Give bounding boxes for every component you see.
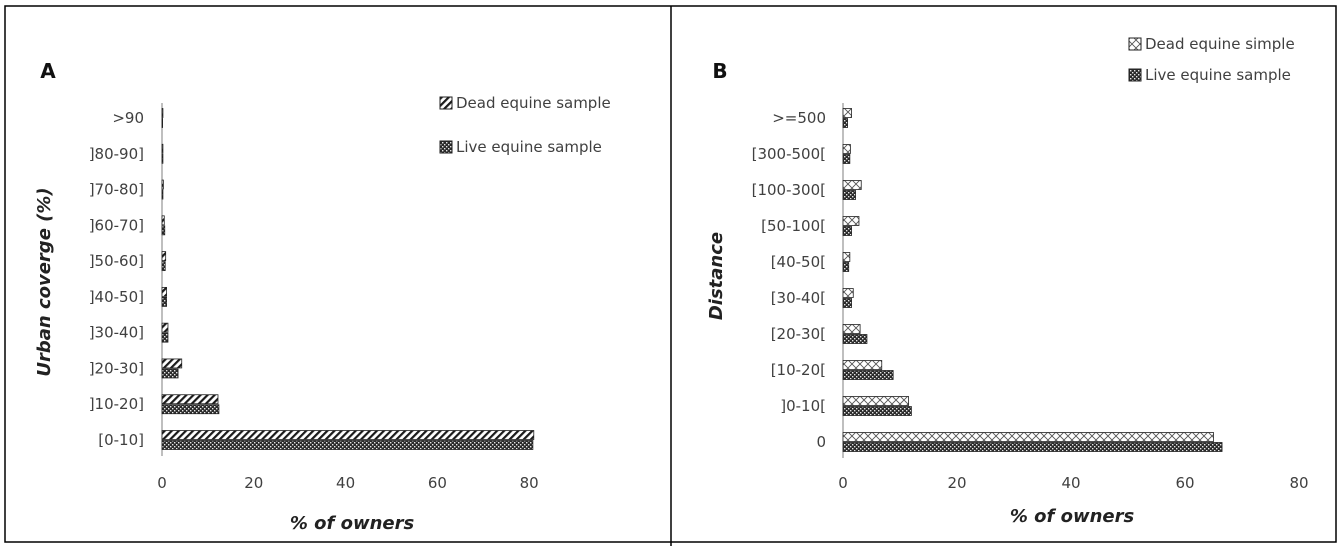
bar-a-series-1 — [161, 215, 165, 226]
y-tick-label-a: ]60-70] — [89, 216, 144, 234]
bar-a-series-2 — [161, 153, 164, 164]
y-tick-label-b: [300-500[ — [752, 145, 826, 163]
x-axis-title-b: % of owners — [1010, 506, 1135, 527]
x-tick-label-b: 40 — [1061, 474, 1080, 492]
bar-a-series-1 — [161, 286, 167, 297]
legend-label-b-1: Dead equine simple — [1145, 35, 1295, 53]
bar-a-series-1 — [161, 322, 169, 333]
y-tick-label-b: [20-30[ — [771, 325, 826, 343]
x-tick-label-a: 40 — [336, 474, 355, 492]
x-axis-title-a: % of owners — [290, 513, 415, 534]
bar-b-series-2 — [842, 190, 856, 200]
y-tick-label-b: ]0-10[ — [780, 397, 826, 415]
y-tick-label-b: [10-20[ — [771, 361, 826, 379]
bar-b-series-1 — [842, 216, 860, 226]
legend-swatch-a-1 — [439, 96, 453, 110]
bar-b-series-1 — [842, 396, 909, 406]
bar-b-series-1 — [842, 180, 862, 190]
bar-b-series-2 — [842, 442, 1223, 452]
y-tick-label-b: [40-50[ — [771, 253, 826, 271]
y-tick-label-a: [0-10] — [98, 431, 144, 449]
bar-a-series-2 — [161, 261, 166, 272]
y-tick-label-a: >90 — [112, 109, 144, 127]
bar-b-series-1 — [842, 144, 851, 154]
y-tick-label-b: >=500 — [772, 109, 826, 127]
x-tick-label-b: 0 — [838, 474, 848, 492]
legend-label-a-1: Dead equine sample — [456, 94, 611, 112]
bar-a-series-2 — [161, 296, 167, 307]
y-tick-label-b: [50-100[ — [761, 217, 826, 235]
x-tick-label-a: 20 — [244, 474, 263, 492]
x-tick-label-b: 20 — [947, 474, 966, 492]
y-tick-label-b: [100-300[ — [752, 181, 826, 199]
bar-b-series-2 — [842, 154, 851, 164]
y-tick-label-a: ]10-20] — [89, 395, 144, 413]
x-tick-label-b: 80 — [1289, 474, 1308, 492]
y-tick-label-a: ]80-90] — [89, 145, 144, 163]
legend-b: Dead equine simple Live equine sample — [1128, 35, 1295, 84]
bar-b-series-2 — [842, 262, 850, 272]
y-axis-title-b: Distance — [706, 232, 727, 320]
y-tick-label-b: [30-40[ — [771, 289, 826, 307]
bar-a-series-2 — [161, 368, 179, 379]
bar-b-series-2 — [842, 226, 852, 236]
bar-a-series-2 — [161, 404, 220, 415]
legend-label-a-2: Live equine sample — [456, 138, 602, 156]
legend-label-b-2: Live equine sample — [1145, 66, 1291, 84]
legend-swatch-b-1 — [1128, 37, 1142, 51]
panel-a: A [0-10] ]10-20] ]20-30] ]30-40] ]40-50] ]50-6… — [34, 59, 611, 534]
y-tick-label-a: ]40-50] — [89, 288, 144, 306]
bar-a-series-2 — [161, 332, 169, 343]
x-tick-label-a: 0 — [157, 474, 167, 492]
bar-a-series-2 — [161, 118, 164, 128]
bar-a-series-1 — [161, 179, 164, 190]
y-tick-label-a: ]50-60] — [89, 252, 144, 270]
panel-label-a: A — [40, 59, 56, 83]
y-axis-title-a: Urban coverge (%) — [34, 187, 55, 376]
x-tick-label-b: 60 — [1175, 474, 1194, 492]
bar-b-series-2 — [842, 370, 894, 380]
bar-b-series-1 — [842, 108, 852, 118]
bar-b-series-1 — [842, 252, 851, 262]
y-tick-label-b: 0 — [816, 433, 826, 451]
x-tick-label-a: 60 — [428, 474, 447, 492]
bar-a-series-2 — [161, 189, 164, 200]
bar-a-series-2 — [161, 225, 166, 236]
bar-a-series-1 — [161, 251, 167, 262]
bar-b-series-2 — [842, 334, 868, 344]
y-tick-label-a: ]20-30] — [89, 359, 144, 377]
bar-b-series-2 — [842, 298, 852, 308]
bar-a-series-1 — [161, 143, 164, 154]
panel-b: B 0 ]0-10[ [10-20[ [20-30[ [30-40[ [40-50[ [50-… — [706, 35, 1309, 527]
y-tick-label-a: ]70-80] — [89, 181, 144, 199]
y-tick-label-a: ]30-40] — [89, 324, 144, 342]
bar-a-series-1 — [161, 394, 219, 405]
bar-a-series-2 — [161, 440, 534, 450]
x-tick-label-a: 80 — [520, 474, 539, 492]
panel-label-b: B — [712, 59, 727, 83]
legend-swatch-a-2 — [439, 140, 453, 154]
bar-b-series-2 — [842, 406, 912, 416]
legend-swatch-b-2 — [1128, 68, 1142, 82]
bar-a-series-1 — [161, 108, 164, 118]
bar-b-series-1 — [842, 324, 861, 334]
bar-b-series-1 — [842, 432, 1214, 442]
bar-b-series-2 — [842, 118, 848, 128]
bar-a-series-1 — [161, 430, 535, 440]
bar-a-series-1 — [161, 358, 183, 369]
legend-a: Dead equine sample Live equine sample — [439, 94, 611, 156]
bar-b-series-1 — [842, 288, 854, 298]
bar-b-series-1 — [842, 360, 883, 370]
